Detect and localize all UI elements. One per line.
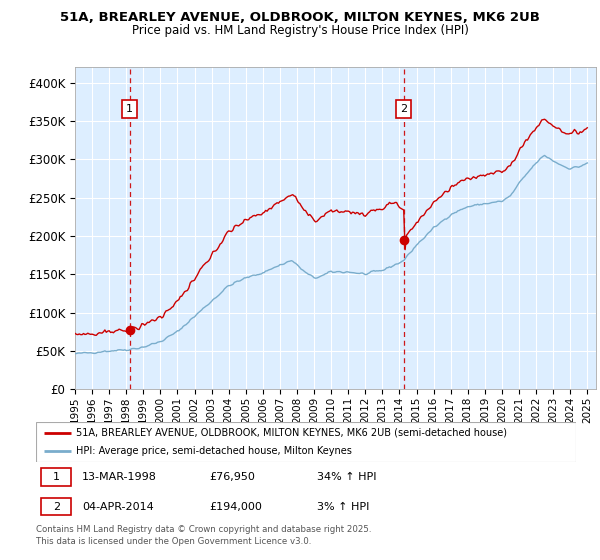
Bar bbox=[41, 468, 71, 486]
Text: 1: 1 bbox=[53, 472, 60, 482]
Text: 04-APR-2014: 04-APR-2014 bbox=[82, 502, 154, 512]
Bar bbox=[41, 498, 71, 515]
Text: 2: 2 bbox=[53, 502, 60, 512]
Text: Price paid vs. HM Land Registry's House Price Index (HPI): Price paid vs. HM Land Registry's House … bbox=[131, 24, 469, 36]
Text: £76,950: £76,950 bbox=[209, 472, 254, 482]
Text: 51A, BREARLEY AVENUE, OLDBROOK, MILTON KEYNES, MK6 2UB: 51A, BREARLEY AVENUE, OLDBROOK, MILTON K… bbox=[60, 11, 540, 24]
Text: £194,000: £194,000 bbox=[209, 502, 262, 512]
Text: 1: 1 bbox=[126, 104, 133, 114]
Text: 34% ↑ HPI: 34% ↑ HPI bbox=[317, 472, 376, 482]
Text: HPI: Average price, semi-detached house, Milton Keynes: HPI: Average price, semi-detached house,… bbox=[77, 446, 352, 456]
Text: 2: 2 bbox=[400, 104, 407, 114]
Text: 13-MAR-1998: 13-MAR-1998 bbox=[82, 472, 157, 482]
Text: 51A, BREARLEY AVENUE, OLDBROOK, MILTON KEYNES, MK6 2UB (semi-detached house): 51A, BREARLEY AVENUE, OLDBROOK, MILTON K… bbox=[77, 428, 508, 437]
Text: Contains HM Land Registry data © Crown copyright and database right 2025.
This d: Contains HM Land Registry data © Crown c… bbox=[36, 525, 371, 546]
Text: 3% ↑ HPI: 3% ↑ HPI bbox=[317, 502, 369, 512]
